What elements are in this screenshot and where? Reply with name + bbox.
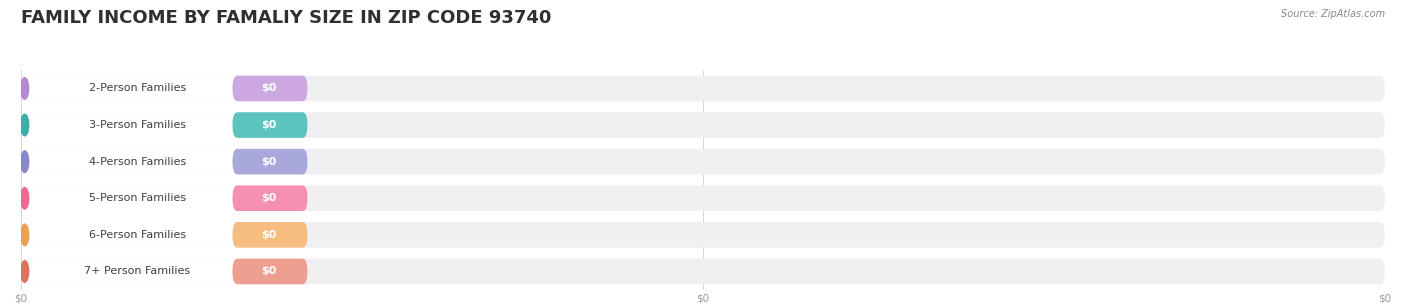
Text: $0: $0 [262, 84, 277, 93]
Text: 4-Person Families: 4-Person Families [89, 157, 186, 167]
FancyBboxPatch shape [21, 76, 1385, 101]
FancyBboxPatch shape [21, 149, 308, 174]
FancyBboxPatch shape [21, 222, 308, 248]
Text: Source: ZipAtlas.com: Source: ZipAtlas.com [1281, 9, 1385, 19]
Text: 6-Person Families: 6-Person Families [89, 230, 186, 240]
Circle shape [21, 114, 28, 136]
FancyBboxPatch shape [21, 112, 1385, 138]
FancyBboxPatch shape [21, 149, 1385, 174]
FancyBboxPatch shape [232, 76, 308, 101]
FancyBboxPatch shape [21, 185, 308, 211]
FancyBboxPatch shape [232, 222, 308, 248]
Text: $0: $0 [262, 267, 277, 276]
FancyBboxPatch shape [21, 222, 1385, 248]
Text: $0: $0 [262, 193, 277, 203]
FancyBboxPatch shape [232, 112, 308, 138]
FancyBboxPatch shape [21, 259, 308, 284]
Circle shape [21, 261, 28, 282]
FancyBboxPatch shape [232, 259, 308, 284]
Circle shape [21, 151, 28, 172]
Circle shape [21, 224, 28, 246]
FancyBboxPatch shape [232, 185, 308, 211]
FancyBboxPatch shape [21, 185, 1385, 211]
Circle shape [21, 78, 28, 99]
Text: 3-Person Families: 3-Person Families [89, 120, 186, 130]
Text: 7+ Person Families: 7+ Person Families [84, 267, 190, 276]
Text: $0: $0 [262, 157, 277, 167]
FancyBboxPatch shape [232, 149, 308, 174]
Circle shape [21, 188, 28, 209]
FancyBboxPatch shape [21, 112, 308, 138]
Text: $0: $0 [262, 120, 277, 130]
Text: 2-Person Families: 2-Person Families [89, 84, 186, 93]
Text: FAMILY INCOME BY FAMALIY SIZE IN ZIP CODE 93740: FAMILY INCOME BY FAMALIY SIZE IN ZIP COD… [21, 9, 551, 27]
FancyBboxPatch shape [21, 76, 308, 101]
FancyBboxPatch shape [21, 259, 1385, 284]
Text: 5-Person Families: 5-Person Families [89, 193, 186, 203]
Text: $0: $0 [262, 230, 277, 240]
